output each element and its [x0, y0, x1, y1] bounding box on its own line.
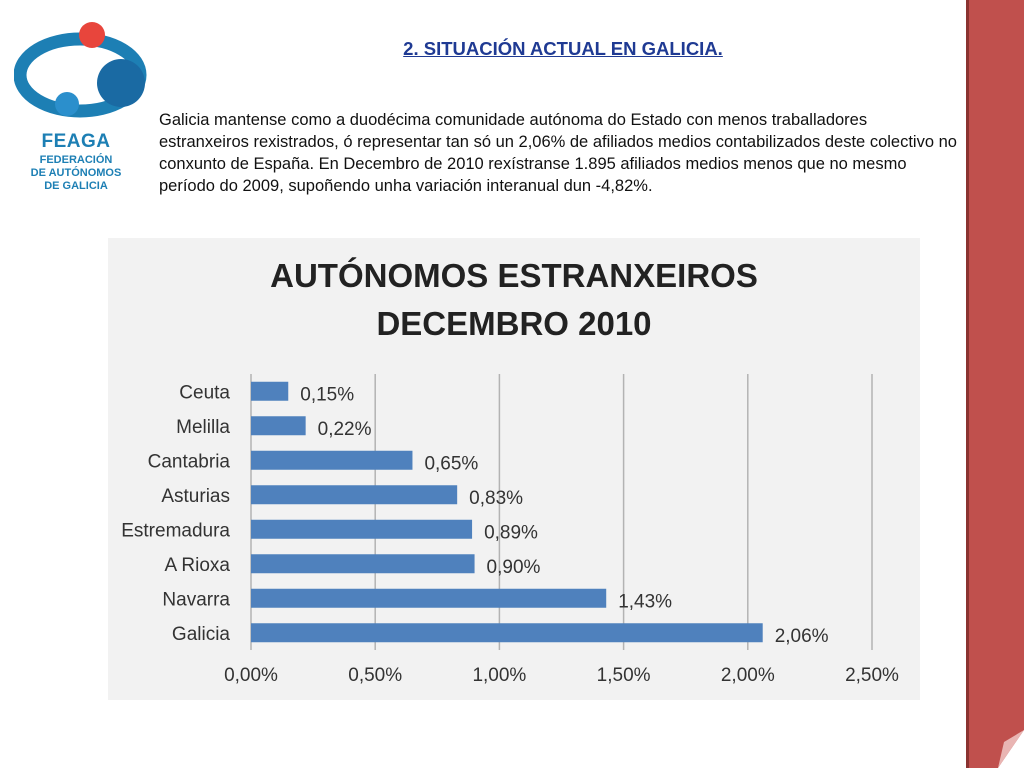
x-tick-label: 2,50%	[845, 665, 899, 686]
logo-subtitle-line-3: DE GALICIA	[44, 180, 108, 192]
data-label: 0,15%	[300, 384, 354, 405]
category-label: Cantabria	[148, 451, 231, 472]
bar-chart: AUTÓNOMOS ESTRANXEIROS DECEMBRO 2010 0,0…	[108, 238, 920, 700]
data-label: 0,90%	[487, 557, 541, 578]
feaga-logo-mark	[14, 22, 147, 118]
category-label: Estremadura	[121, 520, 230, 541]
x-tick-label: 2,00%	[721, 665, 775, 686]
ribbon-page-curl	[998, 730, 1024, 768]
category-label: Galicia	[172, 624, 231, 645]
x-tick-label: 0,50%	[348, 665, 402, 686]
bar	[251, 450, 413, 470]
logo-large-blue-dot	[97, 59, 145, 107]
category-label: Melilla	[176, 417, 230, 438]
intro-paragraph: Galicia mantense como a duodécima comuni…	[159, 111, 957, 195]
slide-title: 2. SITUACIÓN ACTUAL EN GALICIA.	[403, 38, 723, 59]
decorative-ribbon	[966, 0, 1024, 768]
data-label: 0,22%	[318, 419, 372, 440]
logo-name: FEAGA	[41, 131, 111, 152]
data-label: 1,43%	[618, 591, 672, 612]
category-label: Asturias	[161, 486, 230, 507]
ribbon-body	[966, 0, 1024, 768]
ribbon-edge	[966, 0, 969, 768]
x-tick-label: 1,00%	[472, 665, 526, 686]
category-label: A Rioxa	[165, 555, 231, 576]
data-label: 0,65%	[424, 453, 478, 474]
bar	[251, 519, 473, 539]
feaga-logo: FEAGA FEDERACIÓN DE AUTÓNOMOS DE GALICIA	[14, 18, 154, 208]
logo-subtitle-line-1: FEDERACIÓN	[39, 154, 113, 166]
data-label: 0,83%	[469, 488, 523, 509]
category-label: Ceuta	[179, 382, 230, 403]
bar	[251, 485, 458, 505]
data-label: 0,89%	[484, 522, 538, 543]
logo-subtitle-line-2: DE AUTÓNOMOS	[30, 167, 122, 179]
chart-title-line-2: DECEMBRO 2010	[376, 305, 652, 342]
bar	[251, 554, 475, 574]
bar	[251, 381, 289, 401]
bar	[251, 416, 306, 436]
logo-small-blue-dot	[55, 92, 79, 116]
data-label: 2,06%	[775, 626, 829, 647]
category-label: Navarra	[162, 589, 230, 610]
bar	[251, 588, 607, 608]
logo-red-dot	[79, 22, 105, 48]
x-tick-label: 1,50%	[597, 665, 651, 686]
chart-plot-area: 0,00% 0,50% 1,00% 1,50% 2,00% 2,50% Ceuta 0,15%…	[121, 374, 899, 686]
chart-title-line-1: AUTÓNOMOS ESTRANXEIROS	[270, 257, 758, 294]
bar	[251, 623, 763, 643]
x-tick-label: 0,00%	[224, 665, 278, 686]
